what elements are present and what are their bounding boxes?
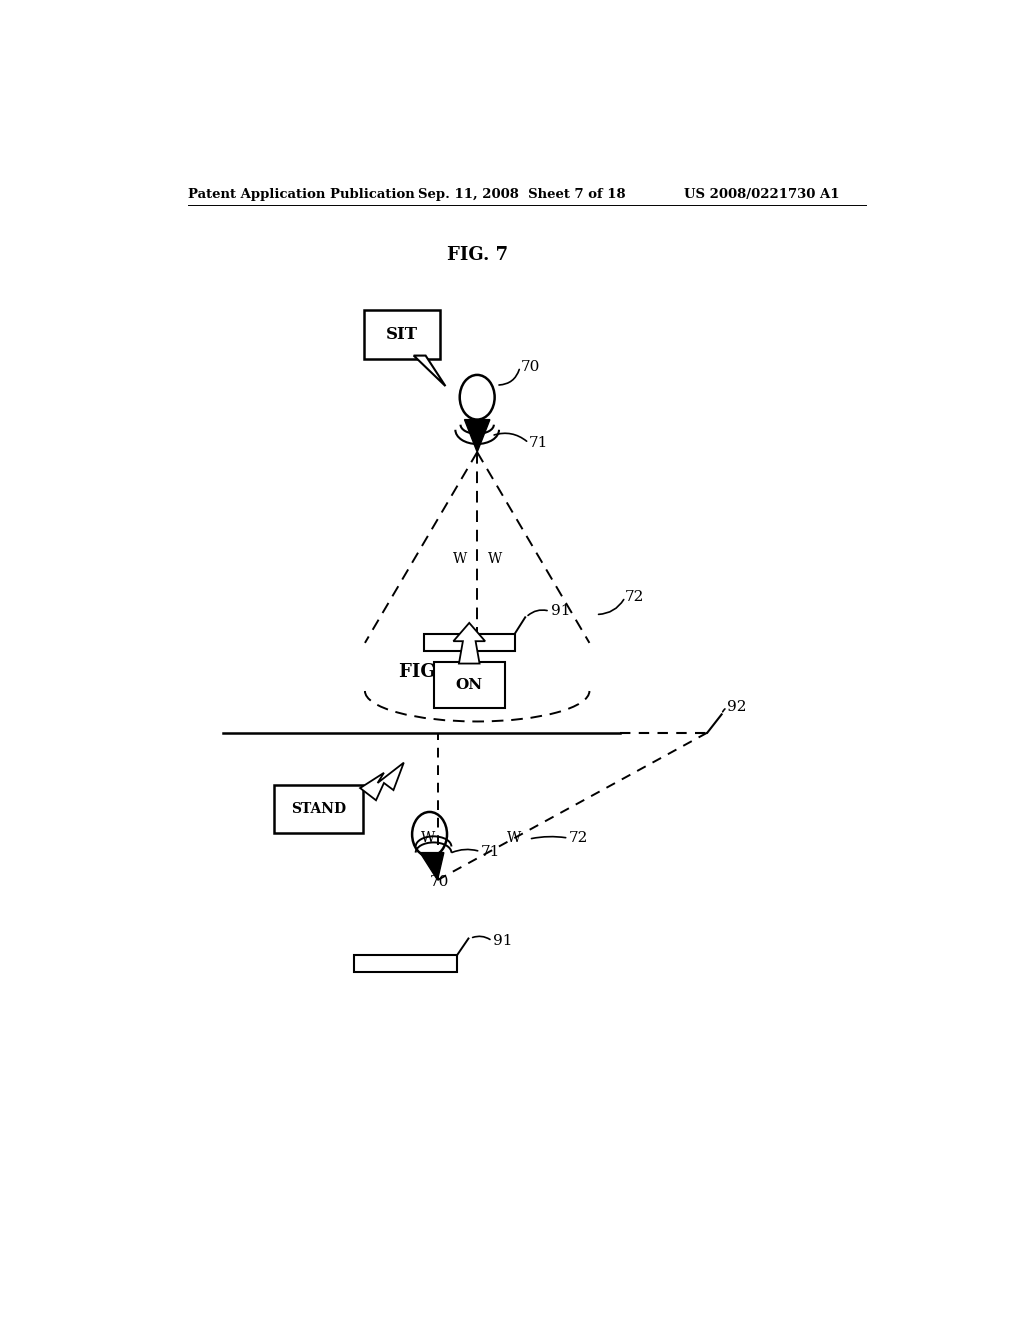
Text: 91: 91 [494,935,513,948]
FancyBboxPatch shape [364,310,440,359]
Text: SIT: SIT [386,326,418,343]
Text: 72: 72 [625,590,644,605]
Text: 91: 91 [551,605,570,618]
Text: FIG. 7: FIG. 7 [446,246,508,264]
Text: 72: 72 [568,832,588,845]
Bar [354,954,458,972]
Text: W: W [453,552,467,566]
Text: US 2008/0221730 A1: US 2008/0221730 A1 [684,189,839,202]
Text: Patent Application Publication: Patent Application Publication [187,189,415,202]
Text: 70: 70 [429,875,449,890]
Text: 71: 71 [528,436,548,450]
Polygon shape [454,623,485,664]
Text: Sep. 11, 2008  Sheet 7 of 18: Sep. 11, 2008 Sheet 7 of 18 [418,189,626,202]
Polygon shape [420,853,443,880]
Polygon shape [360,763,403,800]
Text: STAND: STAND [291,801,346,816]
Text: W: W [507,832,521,845]
Text: FIG. 8: FIG. 8 [399,663,460,681]
Text: 92: 92 [727,700,746,714]
Text: W: W [487,552,502,566]
Polygon shape [465,420,489,453]
Text: 71: 71 [481,845,501,858]
FancyBboxPatch shape [274,784,362,833]
Bar [424,634,515,651]
FancyBboxPatch shape [434,661,505,709]
Polygon shape [414,355,445,385]
Text: ON: ON [456,678,482,692]
Text: 70: 70 [521,360,541,374]
Text: W: W [421,832,435,845]
